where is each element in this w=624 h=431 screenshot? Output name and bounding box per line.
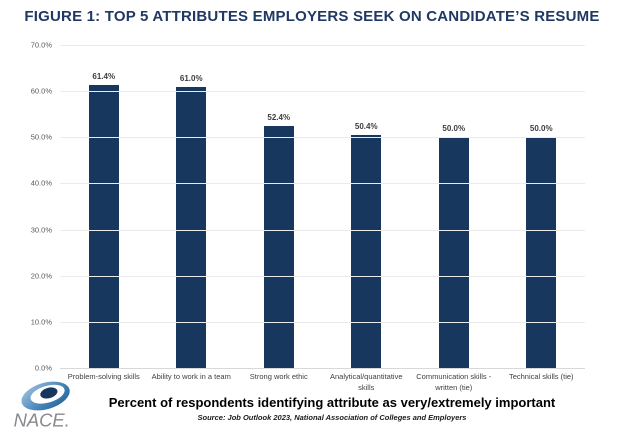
y-tick-label: 0.0% [34, 363, 52, 373]
category-label-text: Strong work ethic [249, 372, 308, 381]
y-tick-label: 70.0% [30, 40, 52, 50]
data-label: 61.4% [92, 71, 116, 81]
bar-column: 50.0% [498, 45, 586, 368]
category-label: Communication skills - written (tie) [410, 372, 498, 393]
category-label: Strong work ethic [235, 372, 323, 393]
category-label: Technical skills (tie) [498, 372, 586, 393]
bar [438, 137, 469, 368]
category-label-text: Ability to work in a team [151, 372, 231, 381]
category-label: Problem-solving skills [60, 372, 148, 393]
bar-column: 52.4% [235, 45, 323, 368]
gridline [60, 275, 585, 277]
category-label-text: Communication skills - written (tie) [416, 372, 492, 392]
bar [88, 84, 119, 368]
bar [351, 135, 382, 368]
category-label: Ability to work in a team [148, 372, 236, 393]
category-label-text: Problem-solving skills [67, 372, 140, 381]
bar-column: 61.0% [148, 45, 236, 368]
category-label-text: Technical skills (tie) [508, 372, 574, 381]
bars-area: 61.4% 61.0% 52.4% 50.4% 50.0% 50.0% [60, 45, 585, 368]
bar-column: 50.0% [410, 45, 498, 368]
category-labels: Problem-solving skills Ability to work in… [60, 372, 585, 393]
nace-swirl-icon: NACE. [14, 381, 70, 430]
x-axis-caption: Percent of respondents identifying attri… [108, 395, 556, 410]
data-label: 50.0% [442, 124, 466, 134]
gridline [60, 183, 585, 185]
data-label: 61.0% [179, 73, 203, 83]
bar [263, 126, 294, 368]
bar-chart: 61.4% 61.0% 52.4% 50.4% 50.0% 50.0% 70.0% 60.0… [31, 41, 585, 373]
data-label: 52.4% [267, 113, 291, 123]
figure-title: FIGURE 1: TOP 5 ATTRIBUTES EMPLOYERS SEE… [24, 8, 600, 25]
bar [176, 86, 207, 368]
data-label: 50.0% [529, 124, 553, 134]
gridline [60, 45, 585, 46]
bar-column: 61.4% [60, 45, 148, 368]
nace-logo-text: NACE. [14, 409, 70, 430]
bar-column: 50.4% [323, 45, 411, 368]
y-tick-label: 60.0% [30, 86, 52, 96]
gridline [60, 368, 585, 369]
y-tick-label: 30.0% [30, 225, 52, 235]
y-tick-label: 20.0% [30, 271, 52, 281]
nace-logo: NACE. [12, 378, 92, 430]
category-label: Analytical/quantitative skills [323, 372, 411, 393]
category-label-text: Analytical/quantitative skills [329, 372, 403, 392]
y-tick-label: 50.0% [30, 132, 52, 142]
gridline [60, 91, 585, 93]
bar [526, 137, 557, 368]
data-label: 50.4% [354, 122, 378, 132]
gridline [60, 321, 585, 323]
gridline [60, 137, 585, 139]
y-tick-label: 40.0% [30, 178, 52, 188]
gridline [60, 229, 585, 231]
source-note: Source: Job Outlook 2023, National Assoc… [197, 413, 467, 422]
y-tick-label: 10.0% [30, 317, 52, 327]
